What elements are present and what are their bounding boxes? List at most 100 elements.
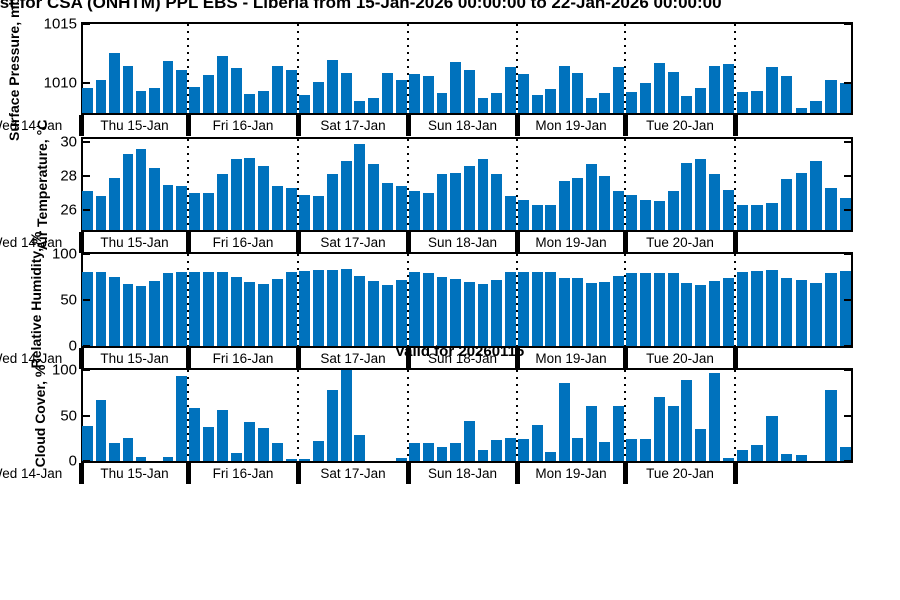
- surface-pressure-bar: [795, 108, 808, 113]
- relative-humidity-ytick-label: 0: [68, 337, 77, 355]
- relative-humidity-bar: [95, 271, 107, 346]
- relative-humidity-bar: [203, 272, 215, 346]
- cloud-cover-ytick-mark-left: [83, 369, 90, 371]
- air-temperature-bar: [216, 174, 228, 230]
- air-temperature-bar: [491, 174, 502, 230]
- relative-humidity-bar: [395, 279, 407, 346]
- day-boundary-gridline: [624, 254, 626, 346]
- air-temperature-bar: [795, 172, 808, 230]
- surface-pressure-bar: [436, 92, 448, 113]
- relative-humidity-bar: [82, 271, 93, 346]
- day-boundary-gridline: [734, 139, 736, 230]
- surface-pressure-bar: [736, 91, 749, 113]
- relative-humidity-bar: [585, 282, 597, 346]
- relative-humidity-bar: [839, 270, 852, 346]
- relative-humidity-bar: [354, 276, 366, 346]
- cloud-cover-bar: [122, 438, 134, 462]
- day-label: Sat 17-Jan: [320, 466, 386, 481]
- day-label: Sun 18-Jan: [427, 466, 498, 481]
- air-temperature-bar: [626, 194, 638, 230]
- air-temperature-ytick-label: 30: [60, 133, 77, 151]
- surface-pressure-bar: [122, 65, 134, 113]
- cloud-cover-bar: [545, 451, 557, 461]
- surface-pressure-bar: [518, 73, 530, 113]
- air-temperature-bar: [722, 189, 734, 230]
- relative-humidity-bar: [216, 271, 228, 346]
- air-temperature-bar: [504, 196, 516, 230]
- cloud-cover-ytick-mark-right: [844, 460, 851, 462]
- relative-humidity-ytick-mark-right: [844, 253, 851, 255]
- surface-pressure-ytick-label: 1010: [43, 74, 77, 92]
- cloud-cover-bar: [450, 442, 462, 461]
- day-label: Sun 18-Jan: [427, 118, 498, 133]
- cloud-cover-bar: [135, 457, 147, 461]
- cloud-cover-bar: [436, 447, 448, 462]
- surface-pressure-bar: [653, 63, 665, 113]
- relative-humidity-bar: [653, 273, 665, 346]
- surface-pressure-bar: [708, 65, 720, 113]
- day-boundary-gridline: [624, 139, 626, 230]
- relative-humidity-bar: [640, 273, 652, 346]
- day-tick-mark: [623, 232, 628, 253]
- relative-humidity-bar: [162, 273, 174, 346]
- cloud-cover-bar: [313, 441, 325, 461]
- cloud-cover-bar: [326, 390, 338, 461]
- day-tick-mark: [623, 463, 628, 484]
- cloud-cover-bar: [395, 458, 407, 461]
- day-boundary-gridline: [516, 254, 518, 346]
- day-boundary-gridline: [734, 370, 736, 461]
- relative-humidity-ytick-label: 100: [51, 245, 77, 263]
- relative-humidity-bar: [436, 277, 448, 346]
- day-label: Mon 19-Jan: [535, 466, 607, 481]
- day-label: Sat 17-Jan: [320, 118, 386, 133]
- cloud-cover-bar: [491, 440, 502, 461]
- cloud-cover-bar: [354, 434, 366, 461]
- cloud-cover-bar: [216, 410, 228, 461]
- surface-pressure-bar: [285, 70, 297, 113]
- cloud-cover-bar: [340, 370, 352, 461]
- air-temperature-ytick-mark-left: [83, 208, 90, 211]
- day-boundary-gridline: [187, 24, 189, 113]
- surface-pressure-plot-frame: [81, 22, 853, 115]
- relative-humidity-bar: [381, 285, 393, 346]
- cloud-cover-ytick-label: 0: [68, 452, 77, 470]
- relative-humidity-bar: [176, 272, 187, 346]
- air-temperature-bar: [230, 159, 242, 230]
- relative-humidity-bar: [545, 271, 557, 346]
- surface-pressure-bar: [299, 95, 311, 113]
- air-temperature-bar: [326, 174, 338, 230]
- cloud-cover-axis-label: Cloud Cover, %: [32, 364, 48, 467]
- day-label: [735, 117, 853, 135]
- cloud-cover-bar: [640, 439, 652, 461]
- air-temperature-bar: [162, 184, 174, 230]
- day-label: [735, 350, 853, 368]
- day-label: Thu 15-Jan: [100, 235, 169, 250]
- air-temperature-bar: [695, 159, 707, 230]
- surface-pressure-bar: [368, 97, 380, 113]
- air-temperature-ytick-mark-right: [844, 175, 851, 178]
- cloud-cover-bar: [162, 457, 174, 461]
- air-temperature-bar: [839, 198, 852, 230]
- day-label: Sat 17-Jan: [320, 351, 386, 366]
- day-label: Mon 19-Jan: [535, 235, 607, 250]
- day-tick-mark: [733, 232, 738, 253]
- relative-humidity-bar: [531, 271, 543, 346]
- cloud-cover-bar: [477, 450, 489, 461]
- air-temperature-bar: [681, 162, 693, 230]
- surface-pressure-bar: [423, 76, 434, 113]
- cloud-cover-bar: [95, 400, 107, 461]
- air-temperature-bar: [395, 186, 407, 230]
- cloud-cover-bar: [82, 426, 93, 461]
- relative-humidity-bar: [109, 277, 120, 346]
- surface-pressure-bar: [722, 64, 734, 113]
- day-boundary-gridline: [516, 370, 518, 461]
- cloud-cover-bar: [423, 442, 434, 461]
- day-tick-mark: [406, 232, 411, 253]
- cloud-cover-bar: [531, 424, 543, 461]
- surface-pressure-bar: [640, 83, 652, 113]
- surface-pressure-bar: [463, 70, 475, 113]
- cloud-cover-bar: [109, 442, 120, 461]
- day-label: Fri 16-Jan: [212, 235, 274, 250]
- relative-humidity-bar: [285, 271, 297, 346]
- surface-pressure-bar: [313, 82, 325, 113]
